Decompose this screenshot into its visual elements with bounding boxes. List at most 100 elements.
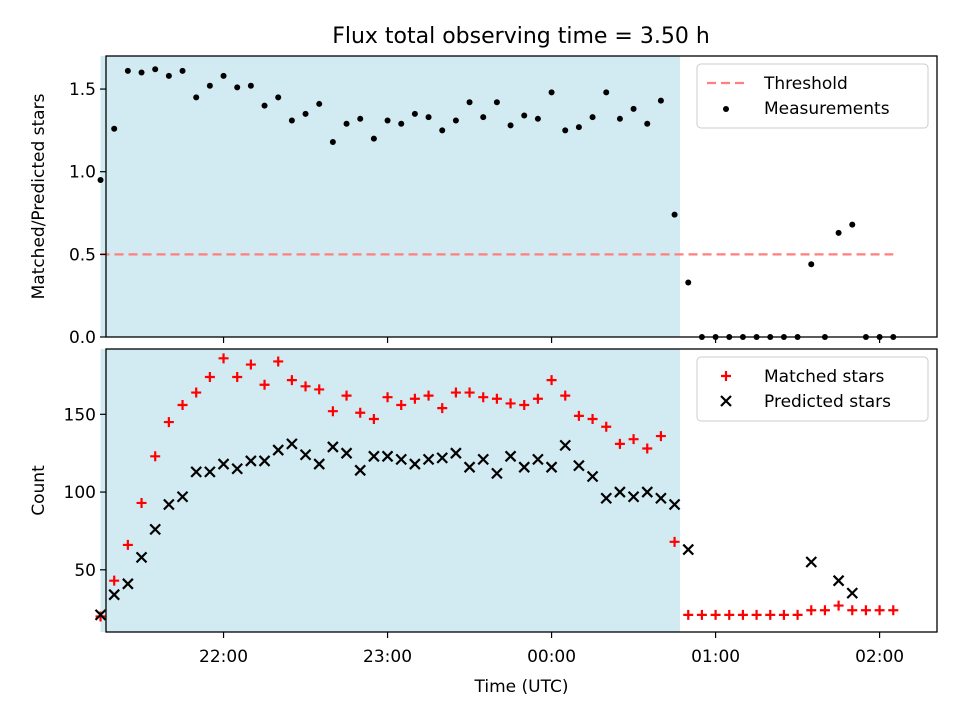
matched-stars-point (300, 381, 311, 392)
matched-stars-point (218, 353, 229, 364)
matched-stars-point (341, 390, 352, 401)
legend-label: Measurements (764, 99, 890, 119)
matched-stars-point (464, 387, 475, 398)
measurements-point (630, 105, 637, 112)
predicted-stars-point (149, 523, 161, 536)
predicted-stars-point (381, 450, 394, 463)
measurements-point (534, 115, 541, 122)
predicted-stars-point (340, 447, 353, 459)
predicted-stars-point (135, 551, 148, 564)
legend-measurements-swatch (723, 106, 729, 112)
matched-stars-point (450, 387, 461, 398)
x-tick-label: 01:00 (691, 647, 740, 667)
y-axis-label: Matched/Predicted stars (29, 93, 49, 299)
matched-stars-point (888, 605, 899, 616)
y-tick-label: 50 (74, 561, 96, 581)
measurements-point (97, 176, 104, 183)
measurements-point (302, 110, 309, 117)
matched-stars-point (614, 438, 625, 449)
matched-stars-point (355, 407, 366, 418)
matched-stars-point (847, 605, 858, 616)
matched-stars-point (860, 605, 871, 616)
matched-stars-point (519, 399, 530, 410)
matched-stars-point (478, 392, 489, 403)
matched-stars-point (751, 609, 762, 620)
measurements-point (370, 135, 377, 142)
measurements-point (179, 67, 186, 74)
legend-label: Matched stars (764, 367, 884, 387)
measurements-point (288, 117, 295, 124)
legend-matched-swatch (721, 371, 731, 381)
chart-title: Flux total observing time = 3.50 h (332, 24, 710, 49)
observing-span-shade (100, 56, 681, 337)
predicted-stars-point (286, 438, 298, 450)
matched-stars-point (177, 399, 188, 410)
matched-stars-point (546, 375, 557, 386)
predicted-stars-point (668, 498, 681, 511)
matched-stars-point (683, 609, 694, 620)
predicted-stars-point (231, 462, 243, 475)
matched-stars-point (232, 371, 243, 382)
predicted-stars-point (94, 609, 107, 621)
matched-stars-point (833, 600, 844, 611)
measurements-point (206, 82, 213, 89)
matched-stars-point (437, 403, 448, 414)
predicted-stars-point (491, 467, 503, 480)
matched-stars-point (710, 609, 721, 620)
matched-stars-point (491, 393, 502, 404)
y-tick-label: 1.0 (69, 163, 96, 183)
matched-stars-point (409, 393, 420, 404)
measurements-point (261, 102, 268, 109)
matched-stars-point (327, 406, 338, 417)
predicted-stars-point (832, 574, 845, 587)
y-tick-label: 0.0 (69, 328, 96, 348)
matched-stars-point (368, 413, 379, 424)
predicted-stars-point (600, 492, 613, 505)
predicted-stars-point (258, 455, 271, 467)
predicted-stars-point (327, 441, 339, 453)
predicted-stars-point (176, 490, 189, 503)
predicted-stars-point (122, 578, 134, 590)
y-tick-label: 100 (64, 483, 96, 503)
matched-stars-point (191, 387, 202, 398)
predicted-stars-point (217, 458, 230, 470)
legend-label: Threshold (763, 74, 848, 94)
measurements-point (657, 97, 664, 104)
y-tick-label: 0.5 (69, 245, 96, 265)
measurements-point (452, 117, 459, 124)
matched-stars-point (669, 536, 680, 547)
measurements-point (849, 221, 856, 228)
legend-predicted-swatch (720, 395, 732, 407)
top-panel: 0.0 0.5 1.0 1.5 Matched/Predicted stars Thres… (29, 55, 938, 348)
measurements-point (521, 112, 528, 119)
matched-stars-point (874, 605, 885, 616)
measurements-point (124, 67, 131, 74)
axes-frame (105, 55, 938, 338)
measurements-point (220, 72, 227, 79)
predicted-stars-point (163, 498, 175, 511)
measurements-point (152, 66, 159, 73)
predicted-stars-point (272, 444, 284, 456)
predicted-stars-point (532, 453, 544, 466)
measurements-point (165, 72, 172, 79)
predicted-stars-point (477, 453, 490, 466)
measurements-point (247, 82, 254, 89)
matched-stars-point (696, 609, 707, 620)
y-axis-label: Count (29, 465, 49, 516)
measurements-point (603, 89, 610, 96)
x-tick-label: 02:00 (855, 647, 904, 667)
measurements-point (234, 84, 241, 91)
measurements-point (548, 89, 555, 96)
matched-stars-point (122, 539, 133, 550)
predicted-stars-point (682, 543, 695, 556)
measurements-point (562, 127, 569, 134)
predicted-stars-point (422, 453, 435, 466)
matched-stars-point (819, 605, 830, 616)
matched-stars-point (601, 421, 612, 432)
predicted-stars-point (204, 466, 216, 478)
predicted-stars-point (614, 486, 626, 498)
matched-stars-point (136, 497, 147, 508)
legend: Threshold Measurements (696, 63, 929, 129)
matched-stars-point (573, 410, 584, 421)
matched-stars-point (150, 451, 161, 462)
